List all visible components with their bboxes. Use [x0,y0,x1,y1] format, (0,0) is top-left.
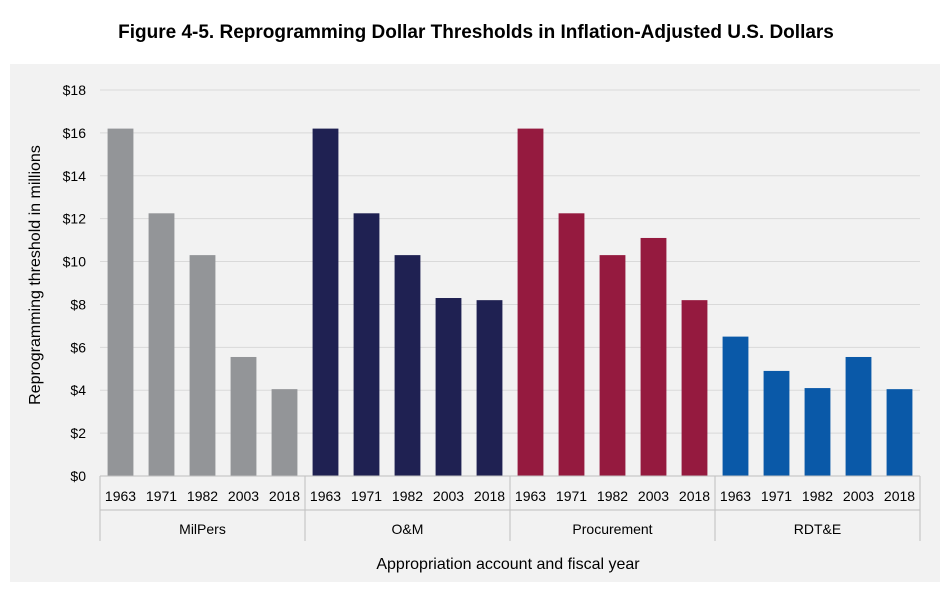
bar [599,255,626,476]
group-label: MilPers [179,521,226,537]
x-tick-label: 1982 [802,488,833,504]
chart-title: Figure 4-5. Reprogramming Dollar Thresho… [118,22,834,43]
group-label: Procurement [572,521,652,537]
y-tick-label: $18 [63,82,87,98]
y-tick-label: $8 [70,296,86,312]
x-tick-label: 2018 [269,488,300,504]
x-tick-label: 2003 [433,488,464,504]
gridlines [100,89,920,477]
x-tick-label: 1982 [597,488,628,504]
group-label: O&M [392,521,424,537]
bar [312,128,339,476]
x-tick-label: 2018 [474,488,505,504]
bar [558,213,585,477]
bar [435,298,462,476]
x-tick-label: 1963 [515,488,546,504]
x-tick-label: 2003 [638,488,669,504]
y-tick-label: $4 [70,382,86,398]
bar [681,300,708,476]
x-tick-label: 2003 [843,488,874,504]
bar [476,300,503,476]
bar [845,356,872,476]
x-tick-label: 2018 [884,488,915,504]
bar [804,388,831,476]
bar [353,213,380,477]
y-tick-label: $14 [63,168,87,184]
x-tick-label: 1982 [392,488,423,504]
x-tick-label: 1963 [720,488,751,504]
x-tick-label: 1971 [351,488,382,504]
y-tick-label: $2 [70,425,86,441]
bar [230,356,257,476]
group-label: RDT&E [794,521,841,537]
bar [148,213,175,477]
bar [640,237,667,476]
bar [517,128,544,476]
bar [107,128,134,476]
y-tick-label: $6 [70,339,86,355]
y-tick-label: $10 [63,254,87,270]
bars [107,128,913,477]
bar [271,389,298,476]
bar [886,389,913,476]
x-tick-label: 1963 [310,488,341,504]
x-tick-label: 1971 [146,488,177,504]
x-tick-label: 1971 [761,488,792,504]
y-tick-label: $12 [63,211,87,227]
x-tick-label: 1971 [556,488,587,504]
y-tick-label: $16 [63,125,87,141]
bar [394,255,421,476]
x-axis: 1963 1971 1982 2003 2018 MilPers 1963 1971 1982 2… [99,475,921,541]
x-tick-label: 2018 [679,488,710,504]
x-tick-label: 2003 [228,488,259,504]
x-axis-title: Appropriation account and fiscal year [376,556,640,573]
y-axis-title: Reprogramming threshold in millions [27,145,44,405]
bar [722,336,749,476]
y-axis-ticks: $0 $2 $4 $6 $8 $10 $12 $14 $16 $18 [63,82,87,484]
x-tick-label: 1963 [105,488,136,504]
bar [189,255,216,476]
x-tick-label: 1982 [187,488,218,504]
y-tick-label: $0 [70,468,86,484]
bar [763,370,790,476]
